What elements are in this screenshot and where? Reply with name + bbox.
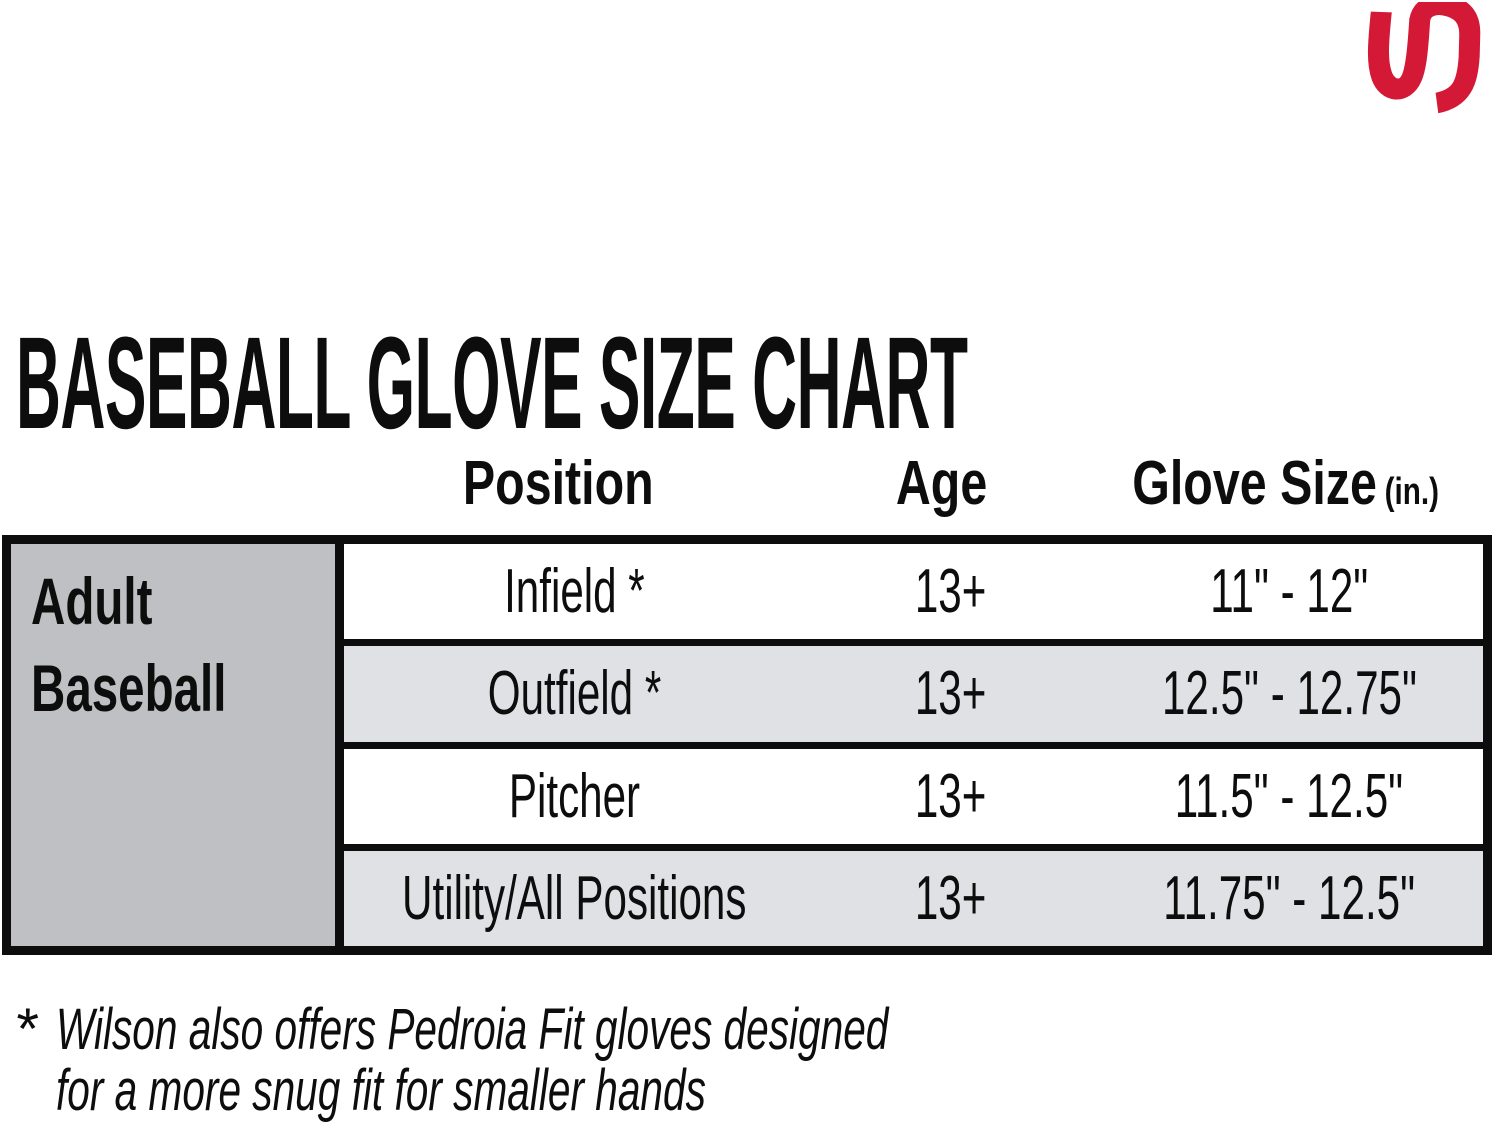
cell-glove-size: 11" - 12"	[1210, 557, 1369, 627]
size-table: Adult Baseball Infield * 13+ 11" - 12" O…	[2, 535, 1492, 955]
table-header-row: Position Age Glove Size (in.)	[324, 448, 1483, 518]
cell-glove-size: 11.5" - 12.5"	[1175, 761, 1404, 831]
cell-age: 13+	[914, 761, 987, 831]
cell-position: Outfield *	[487, 659, 662, 729]
header-age: Age	[895, 449, 987, 518]
header-position: Position	[463, 449, 655, 518]
wilson-w-logo-icon	[1367, 2, 1481, 114]
header-glove-size: Glove Size (in.)	[1132, 449, 1440, 518]
cell-glove-size: 12.5" - 12.75"	[1161, 659, 1417, 729]
page-title: BASEBALL GLOVE SIZE CHART	[16, 308, 968, 456]
cell-position: Utility/All Positions	[402, 863, 747, 933]
group-cell-adult-baseball: Adult Baseball	[11, 544, 344, 946]
cell-position: Infield *	[504, 557, 645, 627]
table-row-infield: Infield * 13+ 11" - 12"	[344, 544, 1483, 647]
footnote-text: Wilson also offers Pedroia Fit gloves de…	[56, 997, 1245, 1123]
header-glove-size-unit: (in.)	[1384, 471, 1440, 513]
cell-age: 13+	[914, 557, 987, 627]
cell-age: 13+	[914, 863, 987, 933]
cell-age: 13+	[914, 659, 987, 729]
cell-position: Pitcher	[509, 761, 641, 831]
cell-glove-size: 11.75" - 12.5"	[1163, 863, 1416, 933]
group-label-line2: Baseball	[31, 651, 227, 726]
table-row-outfield: Outfield * 13+ 12.5" - 12.75"	[344, 646, 1483, 749]
table-rows: Infield * 13+ 11" - 12" Outfield * 13+ 1…	[344, 544, 1483, 946]
footnote: * Wilson also offers Pedroia Fit gloves …	[14, 997, 1245, 1123]
table-row-utility: Utility/All Positions 13+ 11.75" - 12.5"	[344, 850, 1483, 946]
table-row-pitcher: Pitcher 13+ 11.5" - 12.5"	[344, 748, 1483, 851]
footnote-line2: for a more snug fit for smaller hands	[56, 1057, 706, 1123]
footnote-line1: Wilson also offers Pedroia Fit gloves de…	[56, 997, 889, 1062]
group-label-line1: Adult	[31, 564, 153, 638]
footnote-asterisk: *	[14, 997, 37, 1062]
